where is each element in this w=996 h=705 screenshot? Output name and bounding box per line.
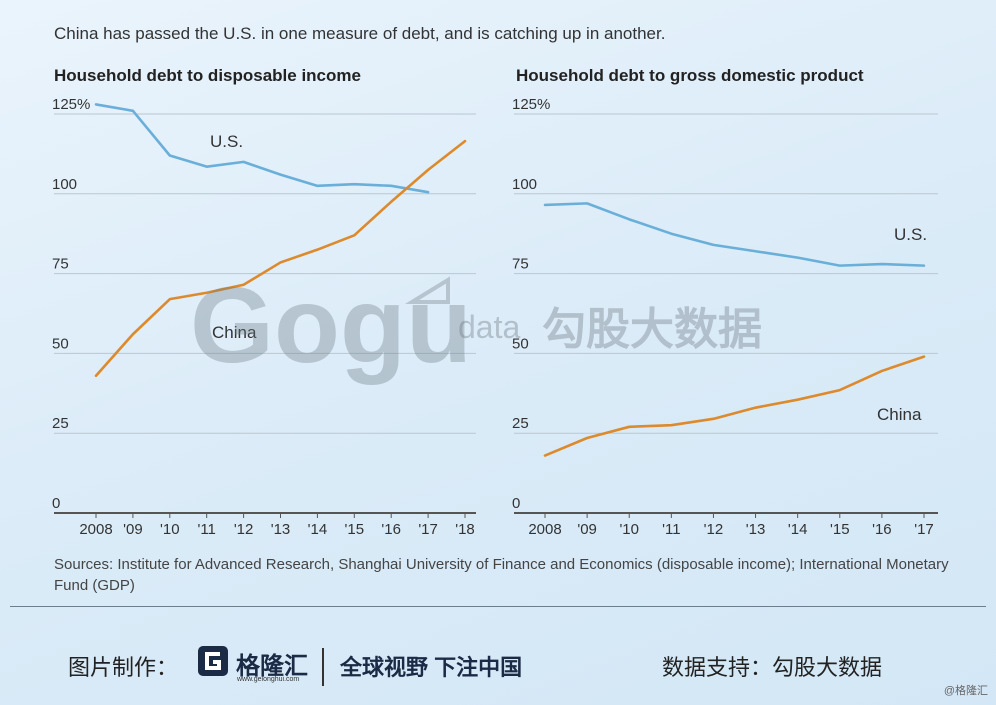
brand-name: 格隆汇 [236,653,308,680]
footer-divider [10,606,986,607]
chart-disposable-income: Household debt to disposable income 0 25 5… [0,60,498,550]
x-tick-label: '11 [662,521,680,538]
y-tick-label: 50 [512,335,529,352]
series-label-us: U.S. [894,225,927,244]
y-tick-label: 25 [52,415,69,432]
series-line-china [543,355,926,457]
corner-credit: @格隆汇 [943,685,988,697]
x-tick-label: '09 [123,521,143,538]
x-tick-label: '10 [619,521,639,538]
series-line-us [543,202,926,267]
chart-subtitle: China has passed the U.S. in one measure… [54,24,666,43]
gelonghui-logo-icon [198,646,228,676]
y-tick-label: 75 [52,256,69,273]
x-tick-label: '13 [746,521,766,538]
x-tick-label: '16 [872,521,892,538]
y-tick-label: 0 [52,495,60,512]
series-label-china: China [877,405,922,424]
y-tick-label: 25 [512,415,529,432]
slogan: 全球视野 下注中国 [340,655,523,680]
x-tick-label: '16 [381,521,401,538]
y-tick-label: 125% [512,96,550,113]
credit-label: 图片制作： [68,655,179,680]
y-tick-label: 100 [52,176,77,193]
series-label-us: U.S. [210,132,243,151]
chart-gdp: Household debt to gross domestic product… [498,60,996,550]
y-tick-label: 50 [52,335,69,352]
x-tick-label: 2008 [79,521,112,538]
y-tick-label: 75 [512,256,529,273]
x-tick-label: '14 [308,521,328,538]
x-tick-label: 2008 [528,521,561,538]
x-tick-label: '18 [455,521,475,538]
footer: 图片制作： 格隆汇 www.gelonghui.com 全球视野 下注中国 数据… [0,640,996,690]
chart-canvas: 0 25 50 75 100 125% 2008 '09 '10 '11 '12 '13 '14 '15 '… [512,96,938,538]
x-tick-label: '13 [271,521,291,538]
x-tick-label: '10 [160,521,180,538]
series-line-china [94,139,467,378]
y-tick-label: 125% [52,96,90,113]
x-tick-label: '11 [197,521,215,538]
x-tick-label: '14 [788,521,808,538]
series-line-us [94,103,430,194]
x-tick-label: '17 [418,521,438,538]
x-tick-label: '12 [704,521,724,538]
x-tick-label: '09 [577,521,597,538]
chart-title: Household debt to disposable income [54,66,361,85]
x-tick-label: '15 [345,521,365,538]
x-tick-label: '12 [234,521,254,538]
y-tick-label: 100 [512,176,537,193]
x-tick-label: '15 [830,521,850,538]
y-tick-label: 0 [512,495,520,512]
data-support: 数据支持：勾股大数据 [662,655,883,680]
footer-separator [322,648,324,686]
brand-url: www.gelonghui.com [237,676,300,683]
chart-canvas: 0 25 50 75 100 125% 2008 '09 '10 '11 '12 '13 '14 '15 '… [52,96,476,538]
chart-title: Household debt to gross domestic product [516,66,864,85]
series-label-china: China [212,323,257,342]
sources-note: Sources: Institute for Advanced Research… [54,556,949,594]
x-tick-label: '17 [914,521,934,538]
